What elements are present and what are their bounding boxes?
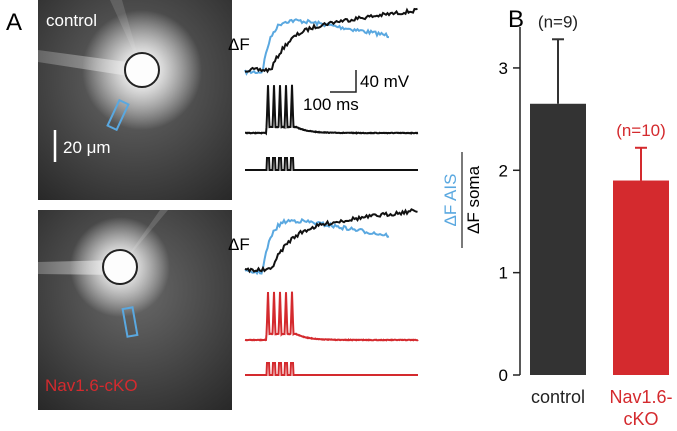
trace <box>244 217 390 276</box>
bar <box>613 180 669 375</box>
image-label: Nav1.6-cKO <box>45 376 138 395</box>
trace <box>245 157 418 171</box>
y-tick-label: 2 <box>499 161 508 180</box>
scale-label: 40 mV <box>360 72 410 91</box>
image-label: control <box>46 11 97 30</box>
trace-label: ΔF <box>228 235 250 254</box>
scale-label: 100 ms <box>303 95 359 114</box>
y-label: ΔF AIS ΔF soma <box>441 152 483 248</box>
pipette <box>102 249 138 285</box>
y-tick-label: 3 <box>499 59 508 78</box>
annotation: (n=10) <box>616 121 666 140</box>
bar <box>530 103 586 375</box>
panel-label: A <box>6 9 22 36</box>
y-tick-label: 1 <box>499 264 508 283</box>
scale-bar <box>330 70 357 93</box>
scale-label: 20 μm <box>63 138 111 157</box>
trace <box>244 18 390 76</box>
panel-label: B <box>508 6 524 33</box>
y-label-numerator: ΔF AIS <box>441 174 460 227</box>
trace <box>245 362 418 376</box>
y-label-denominator: ΔF soma <box>464 165 483 234</box>
trace-label: ΔF <box>228 35 250 54</box>
ais-roi <box>121 306 139 338</box>
x-tick-label: control <box>530 387 586 407</box>
ais-roi <box>106 98 130 132</box>
trace <box>244 291 419 342</box>
y-tick-label: 0 <box>499 366 508 385</box>
annotation: (n=9) <box>538 12 578 31</box>
trace <box>244 7 418 74</box>
trace <box>245 84 419 136</box>
pipette <box>124 52 160 88</box>
x-tick-label: Nav1.6-cKO <box>609 387 673 429</box>
trace <box>244 208 418 274</box>
